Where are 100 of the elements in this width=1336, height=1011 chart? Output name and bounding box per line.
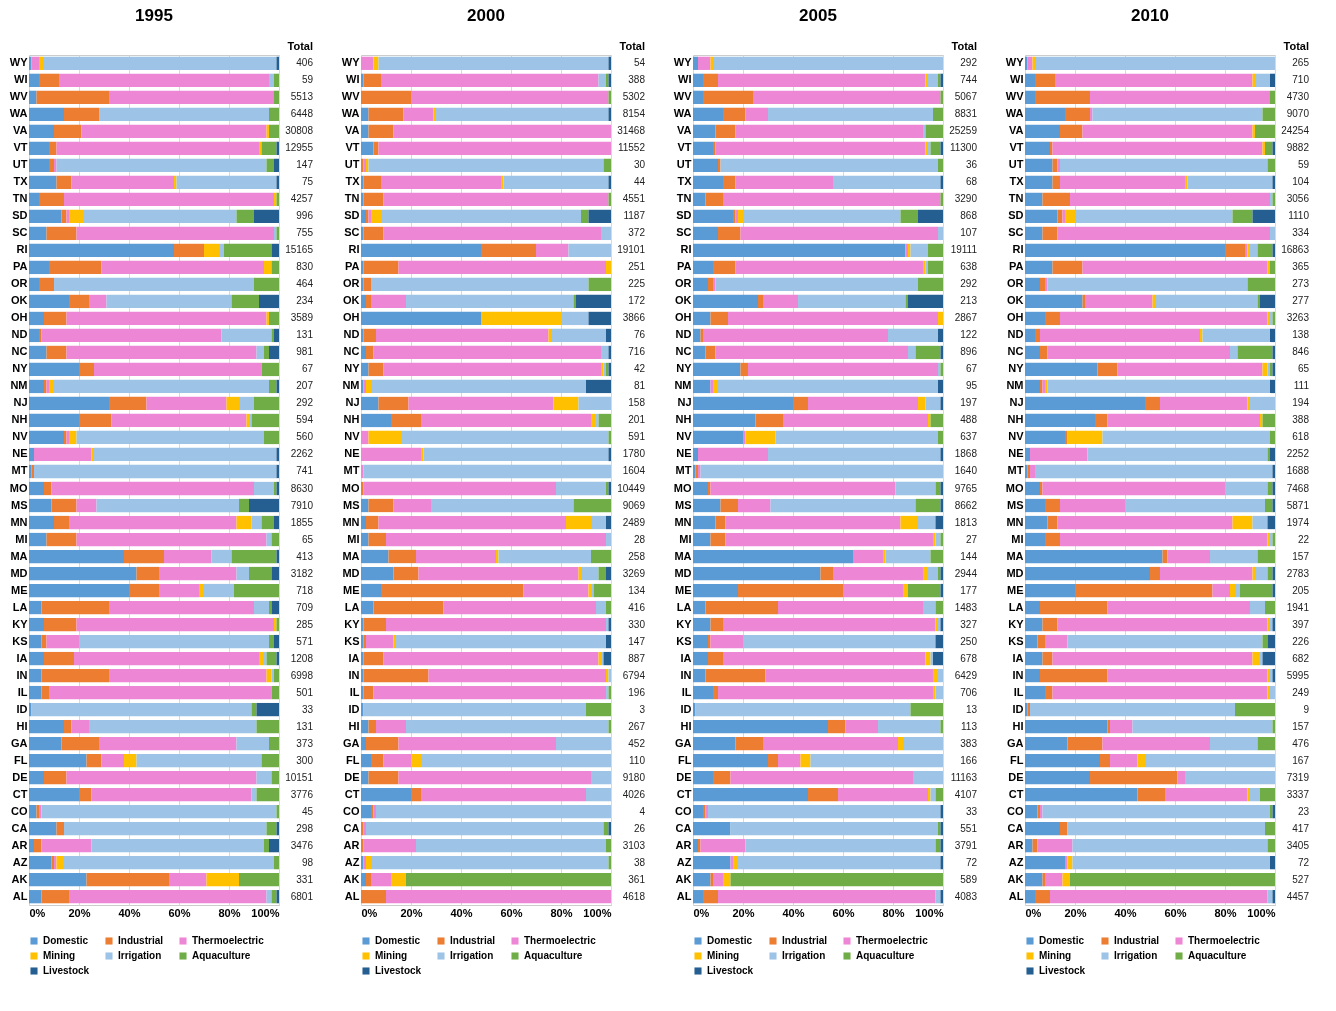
text: 637 bbox=[960, 431, 978, 443]
y-tick-label: IN bbox=[16, 668, 28, 681]
text: 4026 bbox=[622, 788, 646, 800]
text: 3337 bbox=[1286, 788, 1310, 800]
x-tick-label: 0% bbox=[361, 906, 378, 919]
y-tick-label: TX bbox=[345, 175, 361, 188]
y-tick-label: MD bbox=[342, 566, 360, 579]
y-tick-label: NJ bbox=[345, 396, 360, 409]
y-tick-label: MT bbox=[343, 464, 360, 477]
legend-label: Domestic bbox=[707, 935, 753, 946]
text: 4257 bbox=[290, 193, 314, 205]
text: 98 bbox=[301, 856, 314, 868]
x-tick-label: 100% bbox=[251, 906, 280, 919]
y-tick-label: WI bbox=[14, 73, 28, 86]
text: Total bbox=[951, 40, 977, 52]
y-tick-label: OK bbox=[11, 294, 28, 307]
legend-label: Mining bbox=[43, 950, 76, 961]
y-tick-label: RI bbox=[1012, 243, 1024, 256]
text: 3776 bbox=[290, 788, 314, 800]
text: 292 bbox=[960, 57, 978, 69]
text: Total bbox=[287, 40, 313, 52]
y-tick-label: ID bbox=[680, 702, 692, 715]
y-tick-label: FL bbox=[678, 753, 692, 766]
y-tick-label: NJ bbox=[1009, 396, 1024, 409]
text: 113 bbox=[961, 720, 978, 732]
text: 3103 bbox=[622, 839, 646, 851]
y-tick-label: DE bbox=[676, 770, 692, 783]
y-tick-label: AZ bbox=[1008, 855, 1024, 868]
text: 38 bbox=[633, 856, 646, 868]
text: 397 bbox=[1292, 618, 1310, 630]
text: 68 bbox=[965, 176, 978, 188]
y-tick-label: KS bbox=[12, 634, 28, 647]
text: 251 bbox=[628, 261, 646, 273]
y-tick-label: ME bbox=[11, 583, 28, 596]
text: 285 bbox=[296, 618, 314, 630]
text: 110 bbox=[629, 754, 646, 766]
y-tick-label: IN bbox=[680, 668, 692, 681]
y-tick-label: NM bbox=[1006, 379, 1024, 392]
text: 134 bbox=[628, 584, 646, 596]
text: 15165 bbox=[285, 244, 314, 256]
legend-label: Livestock bbox=[1039, 965, 1086, 976]
y-tick-label: NJ bbox=[13, 396, 28, 409]
x-tick-label: 20% bbox=[68, 906, 91, 919]
text: 44 bbox=[633, 176, 646, 188]
text: 196 bbox=[628, 686, 646, 698]
y-tick-label: KS bbox=[344, 634, 360, 647]
text: 273 bbox=[1292, 278, 1310, 290]
y-tick-label: NH bbox=[343, 413, 360, 426]
y-tick-label: PA bbox=[1009, 260, 1024, 273]
y-tick-label: IL bbox=[681, 685, 692, 698]
y-tick-label: WV bbox=[341, 90, 361, 103]
y-tick-label: AL bbox=[1008, 889, 1024, 902]
text: 887 bbox=[628, 652, 646, 664]
text: 4730 bbox=[1286, 91, 1310, 103]
y-tick-label: IA bbox=[16, 651, 28, 664]
y-tick-label: NV bbox=[344, 430, 361, 443]
y-tick-label: AK bbox=[11, 872, 28, 885]
y-tick-label: WY bbox=[673, 56, 693, 69]
text: 6429 bbox=[954, 669, 978, 681]
x-tick-label: 60% bbox=[832, 906, 855, 919]
y-tick-label: WV bbox=[9, 90, 29, 103]
y-tick-label: NM bbox=[342, 379, 360, 392]
y-tick-label: ID bbox=[16, 702, 28, 715]
text: 265 bbox=[1292, 57, 1310, 69]
y-tick-label: SD bbox=[344, 209, 360, 222]
text: 157 bbox=[1292, 720, 1310, 732]
y-tick-label: MD bbox=[10, 566, 28, 579]
y-tick-label: MO bbox=[1005, 481, 1024, 494]
y-tick-label: NY bbox=[12, 362, 29, 375]
y-tick-label: MS bbox=[343, 498, 360, 511]
text: 11163 bbox=[950, 771, 978, 783]
text: 331 bbox=[296, 873, 314, 885]
y-tick-label: NE bbox=[344, 447, 360, 460]
legend-label: Industrial bbox=[118, 935, 164, 946]
text: 3405 bbox=[1286, 839, 1310, 851]
y-tick-label: NY bbox=[1008, 362, 1025, 375]
x-tick-label: 80% bbox=[218, 906, 241, 919]
y-tick-label: OH bbox=[675, 311, 692, 324]
text: 59 bbox=[1297, 159, 1310, 171]
y-tick-label: SC bbox=[344, 226, 360, 239]
text: 177 bbox=[960, 584, 978, 596]
y-tick-label: MA bbox=[342, 549, 360, 562]
x-tick-label: 40% bbox=[118, 906, 141, 919]
text: 2867 bbox=[954, 312, 978, 324]
y-tick-label: LA bbox=[12, 600, 28, 613]
text: 194 bbox=[1292, 397, 1310, 409]
y-tick-label: LA bbox=[676, 600, 692, 613]
text: 330 bbox=[628, 618, 646, 630]
y-tick-label: AZ bbox=[676, 855, 692, 868]
y-tick-label: CO bbox=[11, 804, 28, 817]
y-tick-label: TX bbox=[13, 175, 29, 188]
text: 744 bbox=[960, 74, 978, 86]
text: 76 bbox=[633, 329, 646, 341]
y-tick-label: AK bbox=[675, 872, 692, 885]
y-tick-label: CT bbox=[12, 787, 28, 800]
y-tick-label: MD bbox=[1006, 566, 1024, 579]
y-tick-label: ME bbox=[675, 583, 692, 596]
text: 2489 bbox=[622, 516, 646, 528]
y-tick-label: AR bbox=[675, 838, 692, 851]
text: 383 bbox=[960, 737, 978, 749]
